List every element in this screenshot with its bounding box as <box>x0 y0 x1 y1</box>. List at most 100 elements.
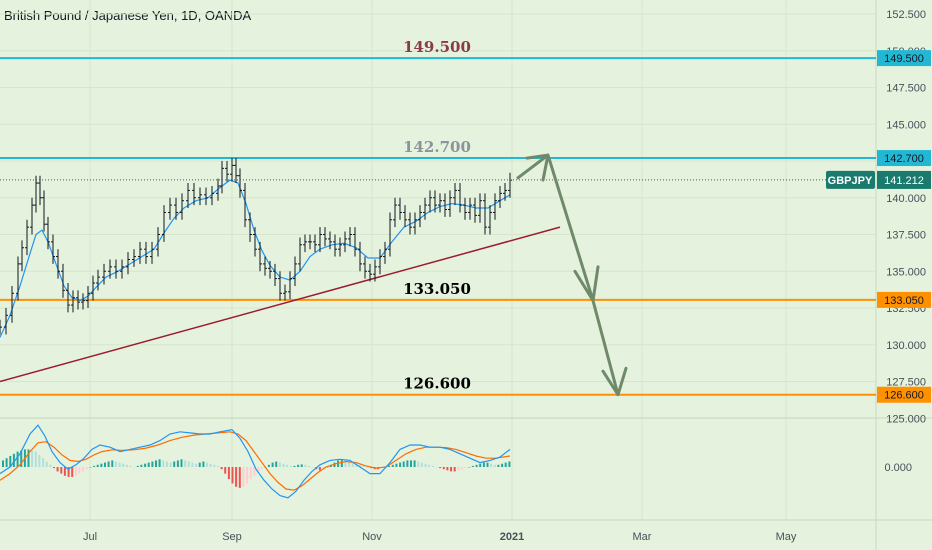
macd-histogram-bar <box>479 463 482 467</box>
macd-histogram-bar <box>417 461 420 467</box>
macd-histogram-bar <box>173 461 176 467</box>
projection-arrow[interactable] <box>516 153 620 396</box>
level-label: 126.600 <box>403 375 471 393</box>
macd-histogram-bar <box>191 462 194 467</box>
macd-histogram-bar <box>340 459 343 467</box>
macd-histogram-bar <box>497 464 500 467</box>
macd-histogram-bar <box>278 462 281 467</box>
time-tick-label: Nov <box>362 531 382 543</box>
macd-histogram-bar <box>89 467 92 468</box>
chart-title: British Pound / Japanese Yen, 1D, OANDA <box>4 8 252 23</box>
arrow-head <box>601 366 628 397</box>
macd-histogram-bar <box>326 467 329 468</box>
macd-histogram-bar <box>136 465 139 467</box>
price-tick-label: 137.500 <box>886 230 926 242</box>
macd-histogram-bar <box>300 464 303 467</box>
macd-histogram-bar <box>355 463 358 467</box>
macd-histogram-bar <box>169 462 172 467</box>
trendline[interactable] <box>0 226 561 383</box>
arrow-head <box>525 153 550 182</box>
macd-histogram-bar <box>216 465 219 467</box>
macd-histogram-bar <box>107 461 110 467</box>
macd-histogram-bar <box>195 463 198 467</box>
time-tick-label: Sep <box>222 531 242 543</box>
macd-histogram-bar <box>464 467 467 469</box>
axis-level-badge <box>877 150 931 167</box>
price-tick-label: 152.500 <box>886 9 926 21</box>
macd-histogram-bar <box>129 465 132 467</box>
level-label: 149.500 <box>403 38 471 56</box>
price-tick-label: 145.000 <box>886 119 926 131</box>
macd-histogram-bar <box>158 459 161 467</box>
axis-level-badge-text: 142.700 <box>884 153 924 165</box>
macd-histogram-bar <box>399 462 402 467</box>
macd-histogram-bar <box>257 467 259 473</box>
macd-histogram-bar <box>9 456 12 467</box>
macd-histogram-bar <box>344 460 347 467</box>
macd-histogram-bar <box>60 467 63 474</box>
macd-histogram-bar <box>457 467 460 471</box>
macd-line <box>0 424 511 499</box>
macd-histogram-bar <box>431 465 434 467</box>
macd-histogram-bar <box>93 465 96 467</box>
macd-histogram-bar <box>100 463 103 467</box>
macd-histogram-bar <box>133 467 136 468</box>
symbol-badge-text: GBPJPY <box>828 175 873 187</box>
level-label: 133.050 <box>403 280 471 298</box>
macd-histogram-bar <box>213 464 216 467</box>
macd-histogram-bar <box>424 463 427 467</box>
macd-histogram-bar <box>140 464 143 467</box>
macd-histogram-bar <box>118 462 121 467</box>
macd-histogram-bar <box>246 467 249 484</box>
macd-histogram-bar <box>27 449 30 467</box>
price-tick-label: 140.000 <box>886 193 926 205</box>
macd-histogram-bar <box>490 463 493 467</box>
time-tick-label: 2021 <box>500 531 524 543</box>
macd-histogram-bar <box>202 461 205 467</box>
macd-histogram-bar <box>114 461 117 467</box>
macd-histogram-bar <box>304 464 307 467</box>
macd-histogram-bar <box>209 463 212 467</box>
macd-histogram-bar <box>366 467 369 468</box>
macd-histogram-bar <box>282 463 285 467</box>
macd-histogram-bar <box>249 467 252 480</box>
macd-histogram-bar <box>78 467 81 474</box>
macd-histogram-bar <box>180 459 183 467</box>
axis-level-badge-text: 126.600 <box>884 390 924 402</box>
macd-zero-label: 0.000 <box>884 462 912 474</box>
macd-histogram-bar <box>359 464 361 467</box>
macd-histogram-bar <box>439 467 442 469</box>
macd-histogram-bar <box>53 467 55 469</box>
macd-histogram-bar <box>45 461 48 467</box>
macd-histogram-bar <box>267 464 270 467</box>
axis-level-badge-text: 149.500 <box>884 53 924 65</box>
macd-histogram-bar <box>271 462 274 467</box>
macd-histogram-bar <box>231 467 234 484</box>
macd-histogram-bar <box>71 467 74 477</box>
macd-histogram-bar <box>471 465 474 467</box>
last-price-badge <box>877 170 931 189</box>
price-tick-label: 135.000 <box>886 266 926 278</box>
level-label: 142.700 <box>403 138 471 156</box>
arrow-head <box>573 265 600 303</box>
macd-histogram-bar <box>428 464 431 467</box>
macd-histogram-bar <box>151 461 154 467</box>
macd-histogram-bar <box>351 462 354 467</box>
macd-histogram-bar <box>162 460 165 467</box>
price-tick-label: 130.000 <box>886 340 926 352</box>
macd-signal-line <box>0 431 511 491</box>
macd-histogram-bar <box>501 463 504 467</box>
macd-histogram-bar <box>388 465 391 467</box>
macd-histogram-bar <box>111 460 114 467</box>
macd-histogram-bar <box>311 467 314 468</box>
price-tick-label: 125.000 <box>886 413 926 425</box>
macd-histogram-bar <box>12 453 15 467</box>
macd-histogram-bar <box>308 465 310 467</box>
macd-histogram-bar <box>5 458 8 467</box>
macd-histogram-bar <box>468 467 471 468</box>
macd-histogram-bar <box>20 450 23 467</box>
macd-histogram-bar <box>125 464 128 467</box>
axis-level-badge-text: 133.050 <box>884 295 924 307</box>
